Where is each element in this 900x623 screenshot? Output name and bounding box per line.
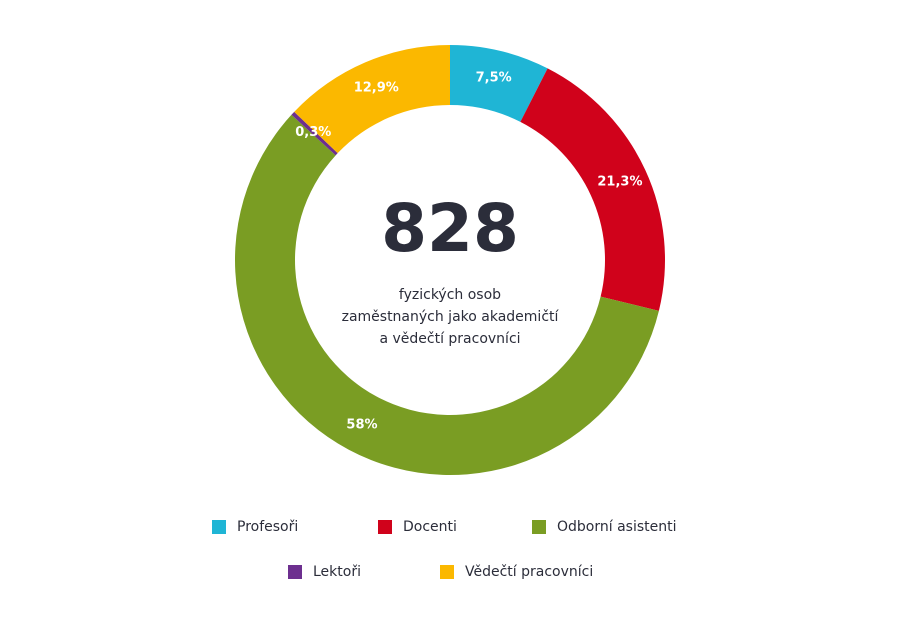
legend-label: Profesoři	[237, 519, 298, 535]
legend-swatch	[378, 520, 392, 534]
donut-slice	[294, 45, 450, 154]
legend-swatch	[440, 565, 454, 579]
legend-label: Lektoři	[313, 564, 361, 580]
center-value: 828	[381, 190, 519, 267]
center-text: zaměstnaných jako akademičtí	[342, 309, 560, 325]
data-label: 12,9%	[354, 81, 399, 96]
donut-slice	[234, 114, 659, 476]
legend-swatch	[212, 520, 226, 534]
donut-slice	[291, 111, 338, 156]
legend-label: Vědečtí pracovníci	[465, 564, 593, 580]
data-label: 7,5%	[476, 71, 512, 86]
center-text: a vědečtí pracovníci	[379, 331, 520, 347]
donut-slice	[520, 68, 665, 311]
data-label: 0,3%	[295, 125, 331, 140]
legend-swatch	[532, 520, 546, 534]
data-label: 21,3%	[597, 174, 642, 189]
legend-swatch	[288, 565, 302, 579]
data-label: 58%	[346, 417, 377, 432]
center-text: fyzických osob	[399, 287, 501, 303]
donut-slice	[450, 45, 548, 122]
legend-label: Odborní asistenti	[557, 519, 677, 535]
legend-label: Docenti	[403, 519, 457, 535]
